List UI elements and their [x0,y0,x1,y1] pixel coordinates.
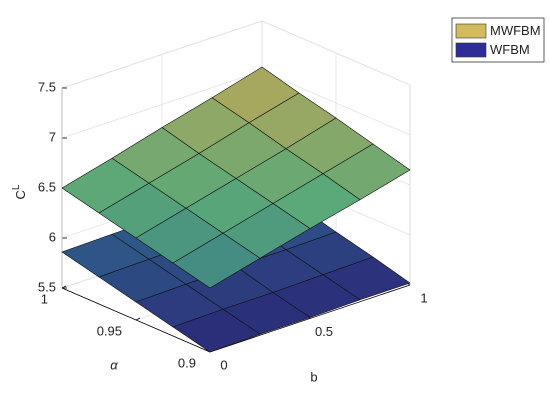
y-tick-label: 1 [41,291,48,306]
z-tick-label: 7 [49,129,56,144]
legend-label: MWFBM [490,23,541,38]
z-label-sup: L [11,184,22,190]
x-tick-label: 0.5 [315,324,333,339]
legend-swatch [455,23,487,39]
z-axis-label: CL [11,184,29,199]
x-tick-label: 1 [420,290,427,305]
legend-label: WFBM [490,42,530,57]
axis-line [61,287,211,353]
z-tick-label: 7.5 [38,79,56,94]
surface-cell [172,232,261,289]
z-tick-label: 5.5 [38,279,56,294]
x-tick-label: 0 [220,357,227,372]
x-axis-label: b [310,369,317,384]
tick-mark [135,317,141,321]
z-tick-label: 6 [49,229,56,244]
surface-cell [172,308,261,353]
legend-swatch [455,42,487,58]
tick-mark [61,285,67,289]
z-label-base: C [13,190,28,199]
axis-line [209,284,411,353]
z-tick-label: 6.5 [38,179,56,194]
y-tick-label: 0.95 [97,323,122,338]
y-tick-label: 0.9 [178,355,196,370]
y-axis-label: α [110,357,118,372]
